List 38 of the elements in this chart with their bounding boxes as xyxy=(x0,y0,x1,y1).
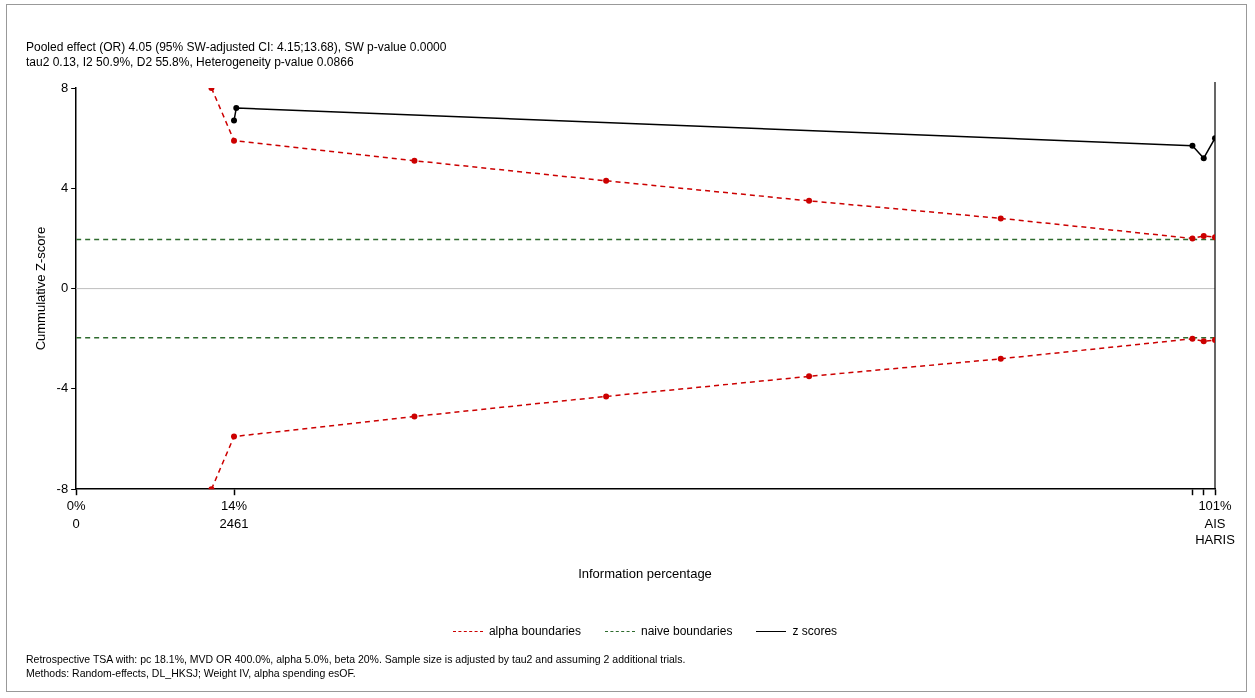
point xyxy=(1200,232,1207,239)
point xyxy=(231,137,238,144)
point xyxy=(411,157,418,164)
point xyxy=(233,105,240,112)
x2-tick-label: 2461 xyxy=(219,516,249,532)
point xyxy=(1200,338,1207,345)
point xyxy=(411,413,418,420)
y-tick-label: 0 xyxy=(60,280,69,296)
point xyxy=(806,197,813,204)
y-tick-label: -4 xyxy=(56,380,69,396)
point xyxy=(603,177,610,184)
point xyxy=(806,373,813,380)
point xyxy=(1200,155,1207,162)
text: Retrospective TSA with: pc 18.1%, MVD OR 400.0%, alpha 5.0%, beta 20%. Sample size is adjusted by tau2 and assuming 2 additional trials. xyxy=(26,652,686,666)
y-tick-label: -8 xyxy=(56,480,69,496)
legend-label: alpha boundaries xyxy=(488,624,581,638)
y-tick-label: 4 xyxy=(60,179,69,195)
point xyxy=(1189,142,1196,149)
x-axis-title: Information percentage xyxy=(577,566,713,581)
point xyxy=(1189,235,1196,242)
x2-tick-label: AIS HARIS xyxy=(1195,516,1236,547)
chart-title: Pooled effect (OR) 4.05 (95% SW-adjusted CI: 4.15;13.68), SW p-value 0.0000 xyxy=(26,40,447,55)
x2-tick-label: 0 xyxy=(72,516,80,532)
point xyxy=(1189,335,1196,342)
legend-label: naive boundaries xyxy=(640,624,733,638)
x-tick-label: 101% xyxy=(1198,497,1233,513)
y-axis-title: Cummulative Z-score xyxy=(33,226,49,351)
point xyxy=(231,117,238,124)
y-tick-label: 8 xyxy=(60,79,69,95)
point xyxy=(997,355,1004,362)
text: Methods: Random-effects, DL_HKSJ; Weight IV, alpha spending esOF. xyxy=(26,666,357,680)
x-tick-label: 14% xyxy=(221,497,248,513)
chart-subtitle: tau2 0.13, I2 50.9%, D2 55.8%, Heterogeneity p-value 0.0866 xyxy=(26,55,355,70)
point xyxy=(997,215,1004,222)
legend-label: z scores xyxy=(792,624,838,638)
point xyxy=(603,393,610,400)
x-tick-label: 0% xyxy=(66,497,86,513)
point xyxy=(231,433,238,440)
